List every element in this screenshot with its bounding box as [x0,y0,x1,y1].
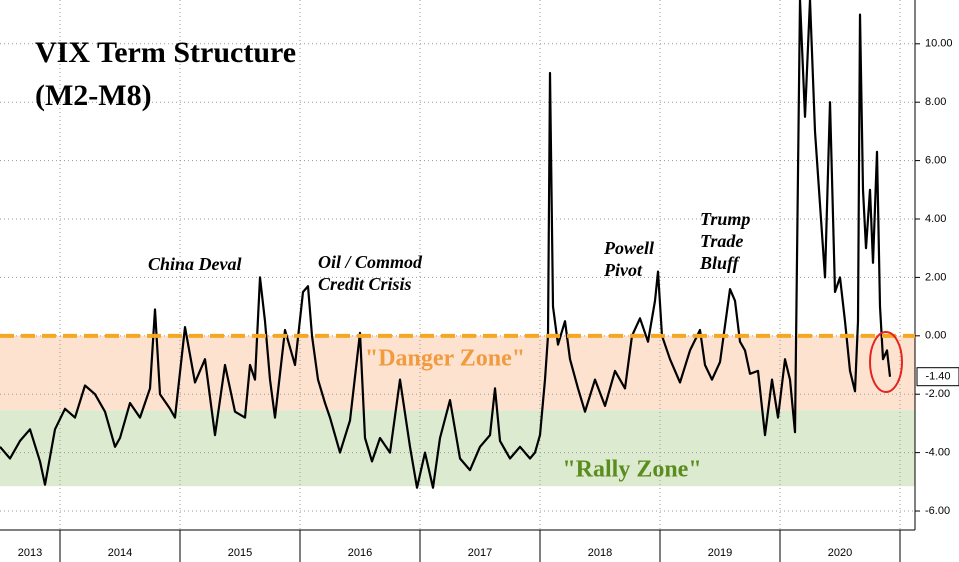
x-tick-label: 2013 [18,547,42,559]
annotation: China Deval [148,254,242,274]
zone-label: "Rally Zone" [562,457,701,483]
annotation: Credit Crisis [318,274,412,294]
y-tick-label: 8.00 [925,96,946,108]
x-tick-label: 2017 [468,547,492,559]
zone-label: "Danger Zone" [365,346,525,372]
y-tick-label: -4.00 [925,447,950,459]
annotation: Pivot [603,260,643,280]
chart-title: VIX Term Structure [35,36,296,69]
x-tick-label: 2015 [228,547,252,559]
series-line [0,0,892,489]
x-tick-label: 2019 [708,547,732,559]
annotation: Powell [603,238,654,258]
annotation: Oil / Commod [318,252,423,272]
y-tick-label: -2.00 [925,388,950,400]
highlight-circle [869,331,903,393]
y-tick-label: 2.00 [925,271,946,283]
y-tick-label: -6.00 [925,505,950,517]
annotation: Bluff [699,253,741,273]
annotation: Trump [700,209,750,229]
x-tick-label: 2020 [828,547,852,559]
y-tick-label: 10.00 [925,38,953,50]
y-tick-label: 0.00 [925,330,946,342]
x-tick-label: 2016 [348,547,372,559]
annotation: Trade [700,231,743,251]
y-tick-label: 6.00 [925,155,946,167]
chart-subtitle: (M2-M8) [35,79,152,112]
x-tick-label: 2018 [588,547,612,559]
y-tick-label: 4.00 [925,213,946,225]
x-tick-label: 2014 [108,547,132,559]
last-value-box [916,367,959,387]
last-value-label: -1.40 [925,371,950,383]
